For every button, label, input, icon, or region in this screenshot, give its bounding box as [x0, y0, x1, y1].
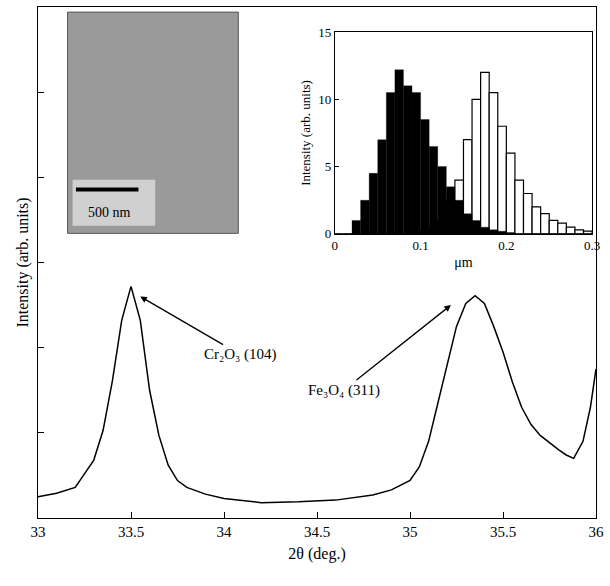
svg-text:2θ (deg.): 2θ (deg.) [288, 545, 345, 563]
svg-text:35: 35 [403, 524, 418, 540]
svg-text:Intensity (arb. units): Intensity (arb. units) [298, 80, 313, 186]
svg-text:Cr₂O₃ (104): Cr₂O₃ (104) [204, 346, 277, 363]
svg-text:33: 33 [31, 524, 46, 540]
svg-text:0.3: 0.3 [584, 238, 600, 253]
svg-text:36: 36 [589, 524, 605, 540]
svg-text:500 nm: 500 nm [88, 205, 131, 220]
svg-text:15: 15 [318, 25, 331, 40]
svg-text:μm: μm [454, 255, 473, 270]
svg-text:0.2: 0.2 [498, 238, 514, 253]
svg-text:35.5: 35.5 [490, 524, 516, 540]
svg-text:33.5: 33.5 [118, 524, 144, 540]
svg-text:0: 0 [325, 226, 332, 241]
svg-text:34: 34 [217, 524, 233, 540]
svg-text:Fe₃O₄ (311): Fe₃O₄ (311) [308, 382, 380, 399]
svg-text:Intensity (arb. units): Intensity (arb. units) [14, 197, 32, 327]
svg-text:10: 10 [318, 92, 331, 107]
svg-text:5: 5 [325, 159, 332, 174]
svg-text:0: 0 [332, 238, 339, 253]
svg-text:0.1: 0.1 [412, 238, 428, 253]
svg-text:34.5: 34.5 [304, 524, 330, 540]
